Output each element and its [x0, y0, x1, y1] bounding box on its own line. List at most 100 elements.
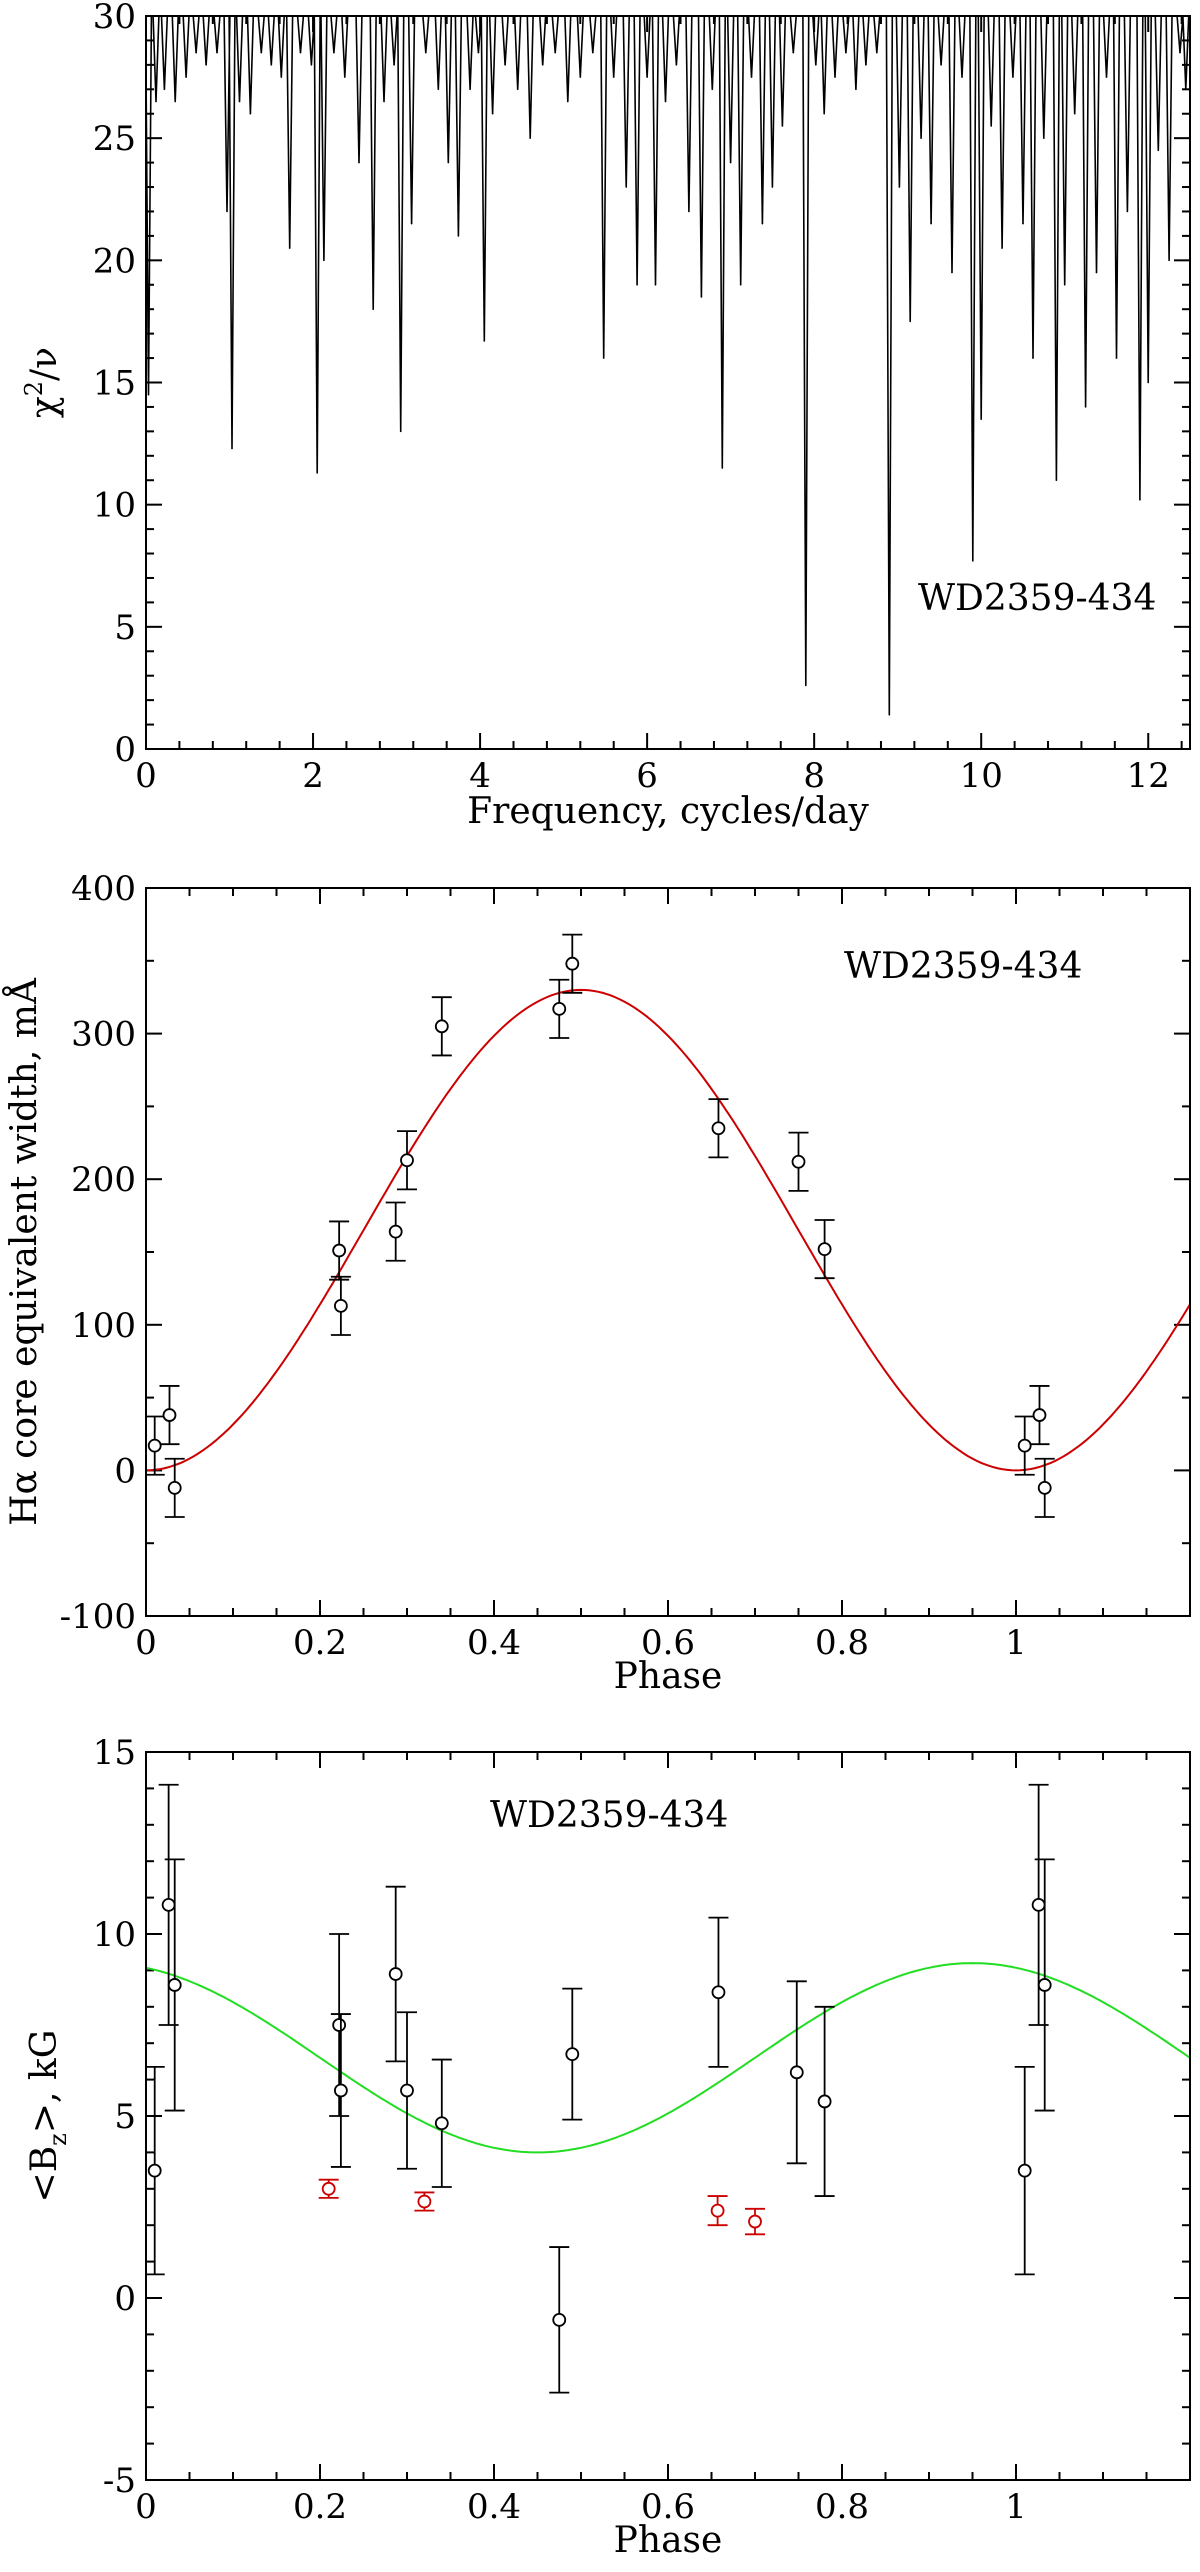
y-tick-label: 0 [114, 730, 136, 770]
periodogram-minimum [951, 271, 953, 274]
x-axis-label: Frequency, cycles/day [467, 791, 869, 832]
y-tick-label: 200 [71, 1160, 136, 1200]
data-point [431, 2058, 452, 2188]
data-point [1034, 1457, 1055, 1518]
data-marker [400, 1153, 414, 1168]
data-point [562, 1987, 583, 2121]
data-point [549, 978, 570, 1039]
x-tick-label: 0.6 [641, 1623, 695, 1663]
data-point [1014, 2065, 1035, 2276]
data-marker [748, 2214, 762, 2229]
periodogram-minimum [972, 560, 974, 562]
y-tick-label: 30 [93, 0, 136, 37]
periodogram-minimum [781, 125, 784, 127]
periodogram-minimum [174, 100, 177, 103]
periodogram-minimum [792, 51, 795, 54]
data-marker [332, 1243, 347, 1258]
y-axis-label: <Bz>, kG [24, 2030, 72, 2203]
periodogram-minimum [469, 88, 471, 91]
y-tick-label: 5 [114, 608, 136, 648]
data-marker [817, 2094, 832, 2109]
periodogram-minimum [1084, 406, 1087, 408]
data-point [164, 1858, 185, 2112]
periodogram-minimum [1126, 210, 1129, 213]
data-point [1029, 1385, 1050, 1446]
y-tick-label: 0 [114, 2279, 136, 2319]
data-marker [791, 1154, 806, 1169]
data-point [330, 2013, 351, 2168]
data-point [786, 1980, 807, 2165]
periodogram-minimum [688, 210, 690, 213]
y-tick-label: 15 [93, 364, 136, 404]
periodogram-minimum [163, 88, 166, 91]
periodogram-minimum [541, 64, 544, 66]
periodogram-line [146, 16, 1190, 715]
data-marker [147, 2163, 162, 2178]
periodogram-minimum [483, 340, 486, 342]
x-tick-label: 0.2 [293, 1623, 347, 1663]
data-marker [162, 1408, 177, 1422]
periodogram-minimum [447, 161, 450, 164]
data-marker [333, 2083, 348, 2098]
y-axis-label: χ2/ν [20, 347, 65, 418]
periodogram-minimum [310, 64, 313, 66]
x-tick-label: 10 [960, 756, 1003, 796]
periodogram-minimum [909, 320, 912, 323]
y-tick-label: 0 [114, 1451, 136, 1491]
periodogram-minimum [316, 472, 319, 474]
periodogram-minimum [231, 447, 233, 450]
x-axis-label: Phase [614, 1656, 723, 1697]
data-marker [417, 2194, 432, 2209]
periodogram-minimum [920, 137, 922, 139]
periodogram-minimum [1157, 149, 1160, 152]
x-tick-label: 8 [803, 756, 825, 796]
data-point [814, 1219, 835, 1280]
periodogram-minimum [721, 467, 724, 469]
periodogram-minimum [205, 64, 207, 66]
periodogram-minimum [675, 64, 678, 66]
data-marker [710, 2203, 725, 2218]
periodogram-minimum [516, 88, 519, 91]
periodogram-minimum [1022, 222, 1024, 225]
periodogram-minimum [529, 137, 531, 139]
periodogram-minimum [961, 76, 963, 78]
data-marker [388, 1224, 403, 1239]
data-point [159, 1385, 180, 1446]
x-tick-label: 12 [1127, 756, 1170, 796]
periodogram-minimum [299, 51, 302, 54]
data-point [708, 1916, 729, 2068]
plot-frame [145, 887, 1191, 1617]
y-tick-label: 300 [71, 1015, 136, 1055]
periodogram-minimum [729, 161, 732, 164]
plot-frame [145, 1751, 1191, 2481]
data-marker [434, 1019, 449, 1034]
periodogram-minimum [147, 393, 150, 396]
periodogram-minimum [602, 357, 605, 359]
periodogram-minimum [898, 186, 901, 188]
x-tick-label: 0.4 [467, 1623, 521, 1663]
data-marker [400, 2083, 414, 2098]
x-tick-label: 0.6 [641, 2487, 695, 2527]
periodogram-minimum [288, 247, 291, 249]
periodogram-minimum [477, 51, 480, 54]
data-point [708, 1098, 729, 1159]
periodogram-minimum [654, 283, 657, 286]
periodogram-minimum [323, 259, 325, 262]
data-marker [388, 1967, 403, 1981]
periodogram-minimum [504, 64, 506, 66]
x-tick-label: 2 [302, 756, 324, 796]
periodogram-minimum [636, 283, 638, 286]
periodogram-minimum [1115, 357, 1118, 359]
periodogram-minimum [1001, 247, 1003, 249]
periodogram-minimum [437, 88, 440, 91]
data-marker [817, 1242, 832, 1256]
periodogram-minimum [761, 222, 764, 225]
y-tick-label: 10 [93, 486, 136, 526]
plot-area [146, 16, 1190, 716]
data-marker [711, 1985, 726, 2000]
y-tick-label: 100 [71, 1306, 136, 1346]
periodogram-minimum [579, 76, 582, 78]
x-tick-label: 0 [135, 2487, 157, 2527]
